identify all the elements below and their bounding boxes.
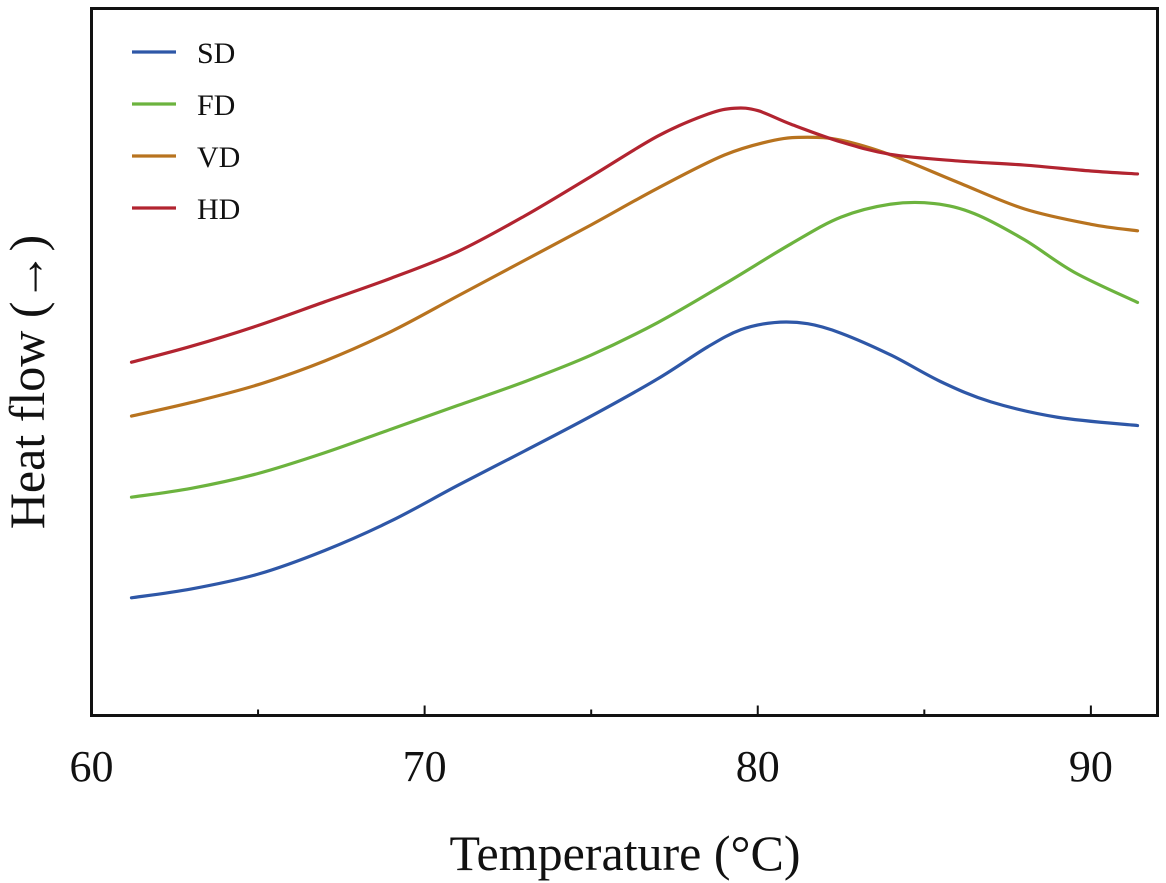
- x-axis: 60 70 80 90: [70, 705, 1113, 791]
- x-tick-label: 80: [736, 742, 780, 791]
- series-line-sd: [129, 320, 1140, 600]
- x-tick-label: 60: [70, 742, 114, 791]
- x-tick-label: 70: [403, 742, 447, 791]
- series-line-hd: [129, 106, 1140, 364]
- plot-frame: [90, 7, 1159, 717]
- legend: SD FD VD HD: [132, 37, 240, 226]
- plot-area: [129, 106, 1140, 600]
- legend-label-fd: FD: [197, 89, 235, 122]
- legend-label-hd: HD: [197, 193, 240, 226]
- x-axis-title: Temperature (°C): [449, 825, 800, 881]
- x-tick-label: 90: [1069, 742, 1113, 791]
- legend-label-vd: VD: [197, 141, 240, 174]
- legend-label-sd: SD: [197, 37, 235, 70]
- series-line-fd: [129, 200, 1140, 499]
- series-line-vd: [129, 135, 1140, 418]
- y-axis-title: Heat flow (→): [0, 235, 55, 529]
